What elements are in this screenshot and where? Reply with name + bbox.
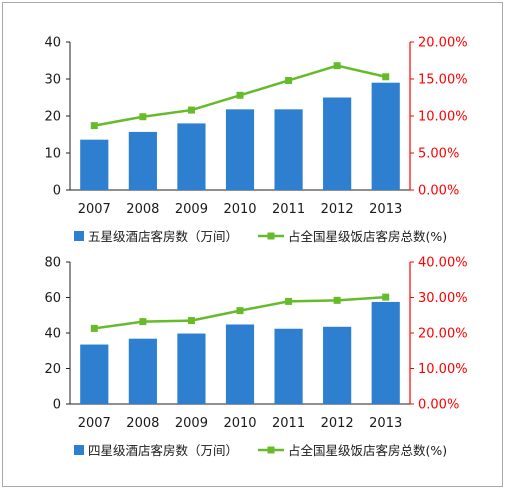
legend-label-bar: 四星级酒店客房数（万间） (88, 443, 238, 458)
line-point (139, 318, 147, 326)
legend-swatch-marker (267, 232, 275, 240)
left-tick-label: 0 (53, 398, 61, 413)
x-tick-label: 2010 (223, 416, 256, 431)
bar (225, 109, 255, 190)
bar (177, 333, 206, 404)
legend: 四星级酒店客房数（万间） 占全国星级饭店客房总数(%) (74, 443, 447, 458)
line-point (333, 296, 341, 304)
line-point (187, 106, 195, 114)
line-point (382, 293, 390, 301)
line-point (382, 73, 390, 81)
legend-label-line: 占全国星级饭店客房总数(%) (288, 229, 447, 244)
x-tick-label: 2011 (272, 202, 305, 217)
x-tick-label: 2010 (223, 202, 256, 217)
x-tick-label: 2012 (321, 202, 354, 217)
right-tick-label: 40.00% (418, 256, 468, 271)
bar (80, 139, 109, 190)
x-tick-label: 2008 (126, 416, 159, 431)
chart-1: 0 10 20 30 40 0.00% 5.00% 10.00% 15.00% 20.00% 200… (44, 36, 467, 245)
bar (128, 338, 157, 404)
right-tick-label: 0.00% (418, 398, 459, 413)
left-tick-label: 60 (44, 291, 61, 306)
bar (274, 109, 303, 190)
bar (177, 123, 206, 190)
right-tick-label: 20.00% (418, 36, 468, 51)
x-tick-label: 2012 (321, 416, 354, 431)
x-tick-label: 2013 (369, 202, 402, 217)
left-tick-label: 20 (44, 362, 61, 377)
line-point (139, 113, 147, 121)
right-tick-label: 15.00% (418, 73, 468, 88)
x-tick-label: 2011 (272, 416, 305, 431)
x-tick-label: 2013 (369, 416, 402, 431)
right-tick-label: 5.00% (418, 147, 459, 162)
bar (274, 328, 303, 404)
line-point (285, 297, 293, 305)
bar (371, 301, 400, 404)
legend: 五星级酒店客房数（万间） 占全国星级饭店客房总数(%) (74, 229, 447, 244)
legend-swatch-marker (267, 446, 275, 454)
line-point (333, 62, 341, 70)
x-tick-label: 2007 (78, 416, 111, 431)
left-tick-label: 10 (44, 147, 61, 162)
line-point (285, 76, 293, 84)
legend-swatch-bar (74, 445, 84, 455)
left-tick-label: 40 (44, 36, 61, 51)
figure-frame (2, 2, 503, 487)
line-point (236, 307, 244, 315)
line-point (236, 91, 244, 99)
right-tick-label: 0.00% (418, 184, 459, 199)
left-tick-label: 80 (44, 256, 61, 271)
legend-swatch-bar (74, 231, 84, 241)
legend-label-line: 占全国星级饭店客房总数(%) (288, 443, 447, 458)
line-point (90, 122, 98, 130)
left-tick-label: 30 (44, 73, 61, 88)
x-tick-label: 2008 (126, 202, 159, 217)
chart-2: 0 20 40 60 80 0.00% 10.00% 20.00% 30.00% 40.00% 20… (44, 256, 467, 459)
right-tick-label: 10.00% (418, 110, 468, 125)
x-tick-label: 2007 (78, 202, 111, 217)
right-tick-label: 30.00% (418, 291, 468, 306)
right-tick-label: 20.00% (418, 327, 468, 342)
x-tick-label: 2009 (175, 202, 208, 217)
line-point (90, 324, 98, 332)
left-tick-label: 0 (53, 184, 61, 199)
bar (371, 82, 400, 190)
line-point (187, 317, 195, 325)
bar (80, 344, 109, 404)
bar (225, 324, 255, 404)
left-tick-label: 20 (44, 110, 61, 125)
right-tick-label: 10.00% (418, 362, 468, 377)
bar (323, 97, 352, 190)
x-tick-label: 2009 (175, 416, 208, 431)
legend-label-bar: 五星级酒店客房数（万间） (88, 229, 238, 244)
left-tick-label: 40 (44, 327, 61, 342)
bar (323, 326, 352, 404)
bar (128, 131, 157, 190)
